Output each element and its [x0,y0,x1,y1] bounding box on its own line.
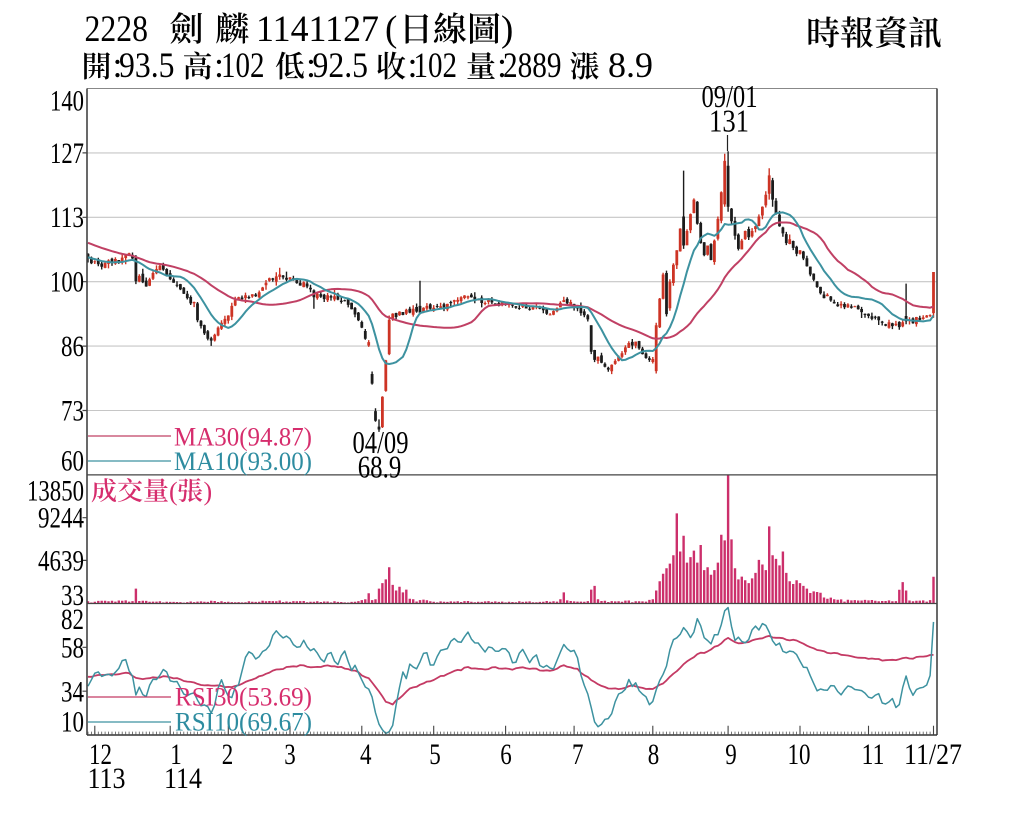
svg-text:10: 10 [788,738,811,771]
svg-text:100: 100 [50,266,84,299]
svg-text:10: 10 [61,705,84,738]
svg-text:04/09: 04/09 [353,424,409,460]
svg-text:6: 6 [500,738,512,771]
svg-text::: : [214,45,224,85]
svg-text:(: ( [385,9,397,50]
svg-text:73: 73 [61,394,84,427]
svg-text:1: 1 [170,738,182,771]
svg-text:8: 8 [648,738,660,771]
svg-text:2228: 2228 [85,9,149,50]
svg-text::: : [306,45,316,85]
svg-text:102: 102 [414,45,458,85]
svg-text:58: 58 [61,631,84,664]
svg-text:9244: 9244 [38,502,84,535]
svg-text:3: 3 [284,738,296,771]
svg-text:131: 131 [709,103,749,139]
svg-text::: : [113,45,123,85]
svg-text:113: 113 [50,201,84,234]
svg-text:5: 5 [429,738,441,771]
svg-text:127: 127 [50,137,84,170]
svg-text:4639: 4639 [38,544,84,577]
svg-text:34: 34 [61,675,84,708]
svg-text:1141127: 1141127 [256,9,379,50]
svg-text:2889: 2889 [503,45,562,85]
svg-text:114: 114 [164,762,202,795]
svg-text:4: 4 [360,738,372,771]
svg-text:8.9: 8.9 [608,45,653,85]
svg-text:60: 60 [61,444,84,477]
svg-text:RSI10(69.67): RSI10(69.67) [175,708,312,737]
svg-text:86: 86 [61,330,84,363]
svg-text:13850: 13850 [27,474,84,507]
svg-text:7: 7 [572,738,584,771]
svg-text:102: 102 [221,45,265,85]
svg-text:12: 12 [89,738,112,771]
svg-text:113: 113 [88,762,126,795]
svg-text:11: 11 [862,738,885,771]
svg-text:82: 82 [61,603,84,636]
svg-text:68.9: 68.9 [358,449,402,485]
svg-text:33: 33 [61,579,84,612]
svg-text::: : [497,45,507,85]
svg-text:): ) [204,477,213,506]
svg-text:): ) [501,9,513,50]
svg-text:MA10(93.00): MA10(93.00) [174,447,312,476]
svg-text:93.5: 93.5 [119,45,175,85]
svg-text:11/27: 11/27 [904,738,962,771]
svg-text::: : [408,45,418,85]
svg-text:92.5: 92.5 [313,45,369,85]
svg-text:2: 2 [222,738,234,771]
svg-text:MA30(94.87): MA30(94.87) [174,423,312,452]
svg-text:09/01: 09/01 [702,78,758,114]
svg-text:9: 9 [725,738,737,771]
svg-text:RSI30(53.69): RSI30(53.69) [175,683,312,712]
svg-text:140: 140 [50,85,84,118]
svg-text:(: ( [169,477,178,506]
